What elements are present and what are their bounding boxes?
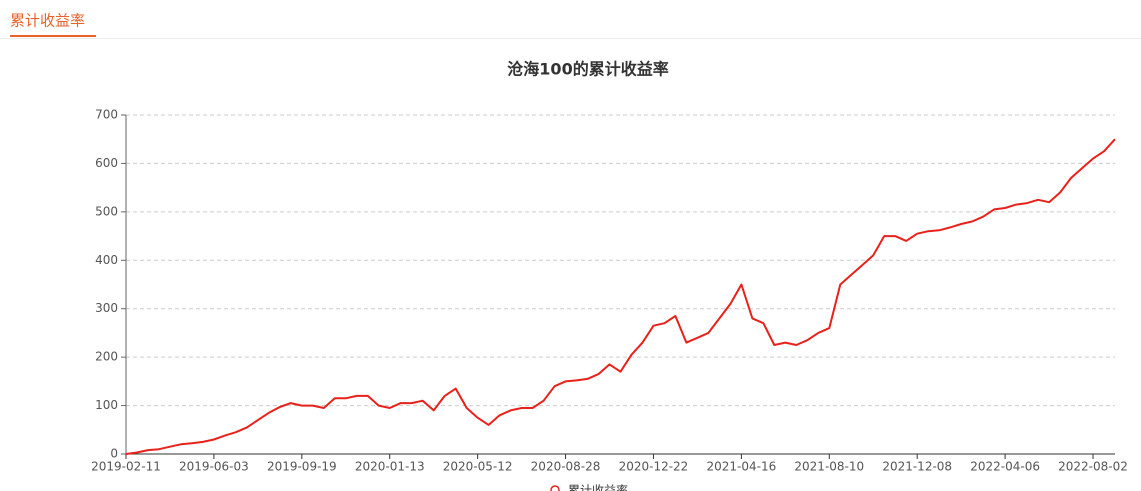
x-tick-label: 2019-06-03 xyxy=(179,460,249,474)
y-tick-label: 200 xyxy=(95,350,118,364)
y-tick-label: 300 xyxy=(95,301,118,315)
x-tick-label: 2021-12-08 xyxy=(882,460,952,474)
y-tick-label: 100 xyxy=(95,398,118,412)
x-tick-label: 2020-08-28 xyxy=(531,460,601,474)
legend-label: 累计收益率 xyxy=(568,483,628,491)
tab-label[interactable]: 累计收益率 xyxy=(10,12,85,30)
y-tick-label: 0 xyxy=(110,447,118,461)
x-tick-label: 2022-04-06 xyxy=(970,460,1040,474)
y-tick-label: 400 xyxy=(95,253,118,267)
y-tick-label: 700 xyxy=(95,108,118,122)
x-tick-label: 2019-09-19 xyxy=(267,460,337,474)
x-tick-label: 2020-12-22 xyxy=(619,460,689,474)
x-tick-label: 2021-08-10 xyxy=(794,460,864,474)
x-tick-label: 2020-05-12 xyxy=(443,460,513,474)
y-tick-label: 500 xyxy=(95,204,118,218)
x-tick-label: 2022-08-02 xyxy=(1058,460,1128,474)
x-tick-label: 2020-01-13 xyxy=(355,460,425,474)
legend-marker xyxy=(550,485,560,491)
chart-title: 沧海100的累计收益率 xyxy=(507,60,668,79)
y-tick-label: 600 xyxy=(95,156,118,170)
x-tick-label: 2019-02-11 xyxy=(91,460,161,474)
x-tick-label: 2021-04-16 xyxy=(707,460,777,474)
line-series xyxy=(125,138,1116,455)
